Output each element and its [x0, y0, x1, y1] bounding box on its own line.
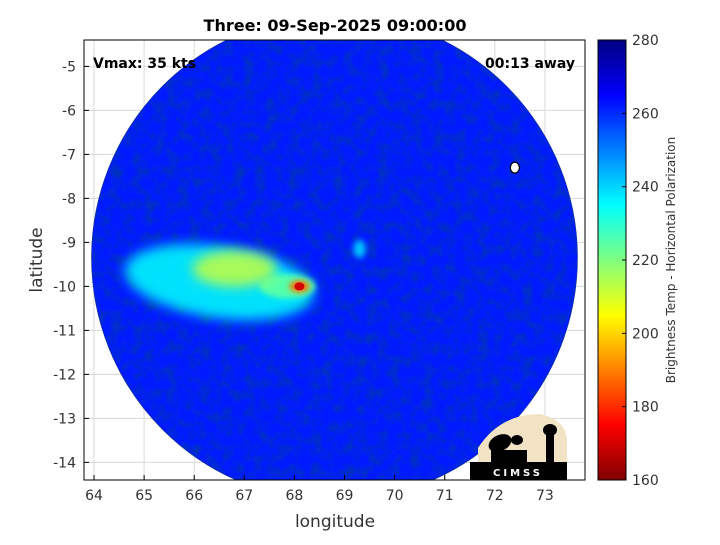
swath-body: [91, 40, 578, 480]
x-tick-label: 72: [486, 488, 504, 504]
y-tick-label: -11: [53, 323, 76, 339]
x-tick-label: 71: [436, 488, 454, 504]
time-away-annotation: 00:13 away: [485, 56, 575, 72]
vmax-annotation: Vmax: 35 kts: [93, 56, 196, 72]
logo-dish-icon: [488, 434, 512, 452]
core-halo: [259, 274, 316, 299]
y-tick-label: -9: [62, 235, 76, 251]
colorbar: [597, 39, 627, 481]
x-tick-label: 65: [135, 488, 153, 504]
small-convective-cell: [353, 240, 366, 258]
y-tick-label: -6: [62, 103, 76, 119]
y-tick-label: -12: [53, 367, 76, 383]
logo-text: CIMSS: [493, 468, 543, 479]
x-tick-label: 68: [286, 488, 304, 504]
cimss-logo: CIMSS: [470, 414, 567, 480]
storm-center-marker-layer: [509, 161, 520, 174]
colorbar-ticks: 280 260 240 220 200 180 160: [622, 33, 659, 489]
y-tick-label: -5: [62, 59, 76, 75]
logo-tower-legs-icon: [546, 435, 554, 462]
x-tick-label: 67: [235, 488, 253, 504]
convection-patch: [192, 250, 277, 287]
y-axis-ticks: -5 -6 -7 -8 -9 -10 -11 -12 -13 -14: [53, 59, 89, 471]
colorbar-tick-label: 160: [632, 473, 659, 489]
swath-edge: [91, 40, 578, 480]
y-tick-label: -7: [62, 147, 76, 163]
chart-title: Three: 09-Sep-2025 09:00:00: [204, 16, 467, 35]
logo-base-bar: [470, 462, 567, 480]
y-tick-label: -14: [53, 455, 76, 471]
x-tick-label: 64: [85, 488, 103, 504]
colorbar-tick-label: 220: [632, 253, 659, 269]
x-tick-label: 66: [185, 488, 203, 504]
logo-building-icon: [491, 450, 527, 462]
x-tick-label: 70: [386, 488, 404, 504]
x-axis-label: longitude: [295, 512, 375, 532]
colorbar-label: Brightness Temp - Horizontal Polarizatio…: [664, 137, 678, 384]
colorbar-tick-label: 200: [632, 326, 659, 342]
x-tick-label: 69: [336, 488, 354, 504]
x-tick-label: 73: [536, 488, 554, 504]
colorbar-tick-label: 280: [632, 33, 659, 49]
y-tick-label: -10: [53, 279, 76, 295]
y-tick-label: -13: [53, 411, 76, 427]
x-axis-ticks: 64 65 66 67 68 69 70 71 72 73: [85, 475, 554, 504]
logo-dish-small-icon: [511, 435, 523, 445]
logo-tower-tank-icon: [543, 424, 557, 436]
y-axis-label: latitude: [27, 227, 47, 292]
colorbar-tick-label: 180: [632, 400, 659, 416]
colorbar-tick-label: 260: [632, 106, 659, 122]
y-tick-label: -8: [62, 191, 76, 207]
axes-frame: [83, 39, 586, 481]
colorbar-tick-label: 240: [632, 180, 659, 196]
storm-center-marker: [509, 161, 520, 174]
deep-convection-core: [294, 282, 305, 291]
brightness-temp-swath: [91, 40, 578, 480]
